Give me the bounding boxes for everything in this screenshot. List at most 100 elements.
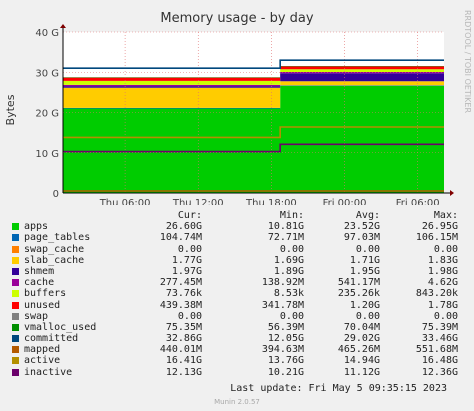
legend-avg-value: 97.03M (343, 232, 380, 244)
legend-row: unused 439.38M 341.78M 1.20G 1.78G (10, 300, 470, 311)
y-axis-arrow (60, 24, 66, 28)
legend-series-name: swap_cache (24, 243, 85, 255)
legend-row: swap_cache 0.00 0.00 0.00 0.00 (10, 244, 470, 255)
legend-series-name: swap (24, 310, 49, 322)
legend-cur-value: 0.00 (177, 243, 202, 255)
legend-row: vmalloc_used 75.35M 56.39M 70.04M 75.39M (10, 322, 470, 333)
last-update: Last update: Fri May 5 09:35:15 2023 (230, 383, 447, 394)
legend-cur-value: 32.86G (165, 333, 202, 345)
legend-swatch (12, 346, 19, 354)
legend-min-value: 1.89G (273, 265, 304, 277)
y-tick-label: 10 G (35, 149, 59, 160)
legend-cur-value: 1.97G (171, 265, 202, 277)
munin-version: Munin 2.0.57 (214, 398, 260, 406)
legend-avg-value: 0.00 (355, 243, 380, 255)
legend-avg-value: 1.71G (349, 254, 380, 266)
legend-swatch (12, 290, 19, 298)
legend-row: inactive 12.13G 10.21G 11.12G 12.36G (10, 367, 470, 378)
x-tick-label: Thu 06:00 (99, 198, 151, 205)
x-tick-label: Fri 00:00 (323, 198, 367, 205)
grid-lines (63, 31, 444, 193)
legend-row: buffers 73.76k 8.53k 235.26k 843.20k (10, 288, 470, 299)
legend-row: page_tables 104.74M 72.71M 97.03M 106.15M (10, 232, 470, 243)
legend-min-value: 72.71M (267, 232, 304, 244)
legend-swatch (12, 301, 19, 309)
x-tick-labels: Thu 06:00 Thu 12:00 Thu 18:00 Fri 00:00 Fri … (99, 198, 440, 205)
legend-max-value: 12.36G (421, 366, 458, 378)
y-tick-labels: 0 10 G 20 G 30 G 40 G (35, 28, 59, 200)
legend-swatch (12, 267, 19, 275)
legend-cur-value: 73.76k (165, 288, 202, 300)
legend-row: swap 0.00 0.00 0.00 0.00 (10, 311, 470, 322)
legend-avg-value: 29.02G (343, 333, 380, 345)
legend-min-value: 12.05G (267, 333, 304, 345)
legend-avg-value: 1.95G (349, 265, 380, 277)
legend-swatch (12, 323, 19, 331)
area-slab-cache (63, 81, 444, 108)
legend-max-value: 106.15M (415, 232, 458, 244)
legend-min-value: 0.00 (279, 310, 304, 322)
legend-cur-value: 75.35M (165, 321, 202, 333)
legend-swatch (12, 256, 19, 264)
legend-min-value: 8.53k (273, 288, 304, 300)
legend-max-value: 0.00 (433, 243, 458, 255)
legend-series-name: active (24, 355, 61, 367)
y-axis-label: Bytes (4, 94, 17, 125)
y-tick-label: 0 (53, 189, 59, 200)
legend-max-value: 843.20k (415, 288, 458, 300)
legend-max-value: 4.62G (427, 277, 458, 289)
legend-max-value: 16.48G (421, 355, 458, 367)
legend-cur-value: 26.60G (165, 221, 202, 233)
legend-avg-value: 14.94G (343, 355, 380, 367)
legend-avg-value: 235.26k (337, 288, 380, 300)
legend-max-value: 26.95G (421, 221, 458, 233)
x-axis-arrow (450, 190, 454, 196)
area-stack (63, 66, 444, 193)
legend-row: mapped 440.01M 394.63M 465.26M 551.68M (10, 344, 470, 355)
legend-swatch (12, 357, 19, 365)
y-tick-label: 30 G (35, 68, 59, 79)
legend-row: apps 26.60G 10.81G 23.52G 26.95G (10, 221, 470, 232)
legend-series-name: unused (24, 299, 61, 311)
legend-avg-value: 11.12G (343, 366, 380, 378)
legend-min-value: 0.00 (279, 243, 304, 255)
legend-series-name: shmem (24, 265, 55, 277)
legend-swatch (12, 312, 19, 320)
legend-col-max: Max: (433, 210, 458, 221)
area-buffers (63, 69, 444, 85)
legend-row: committed 32.86G 12.05G 29.02G 33.46G (10, 333, 470, 344)
legend-series-name: apps (24, 221, 49, 233)
legend-series-name: cache (24, 277, 55, 289)
legend-min-value: 10.81G (267, 221, 304, 233)
legend-row: shmem 1.97G 1.89G 1.95G 1.98G (10, 266, 470, 277)
legend-min-value: 394.63M (261, 344, 304, 356)
legend-max-value: 0.00 (433, 310, 458, 322)
legend-max-value: 1.83G (427, 254, 458, 266)
legend-swatch (12, 223, 19, 231)
legend-min-value: 56.39M (267, 321, 304, 333)
legend-swatch (12, 368, 19, 376)
legend-col-cur: Cur: (177, 210, 202, 221)
legend-max-value: 75.39M (421, 321, 458, 333)
y-tick-label: 40 G (35, 28, 59, 39)
legend-cur-value: 12.13G (165, 366, 202, 378)
legend-series-name: inactive (24, 366, 73, 378)
memory-chart: Memory usage - by day Bytes RRDTOOL / TO… (0, 0, 474, 205)
x-tick-label: Fri 06:00 (396, 198, 440, 205)
legend-row: slab_cache 1.77G 1.69G 1.71G 1.83G (10, 255, 470, 266)
legend-cur-value: 440.01M (159, 344, 202, 356)
legend-swatch (12, 335, 19, 343)
line-active (63, 126, 444, 139)
legend-row: cache 277.45M 138.92M 541.17M 4.62G (10, 277, 470, 288)
legend-header: Cur: Min: Avg: Max: (10, 210, 470, 221)
axes (60, 24, 454, 196)
legend-cur-value: 16.41G (165, 355, 202, 367)
legend-series-name: vmalloc_used (24, 321, 97, 333)
legend-min-value: 10.21G (267, 366, 304, 378)
legend-series-name: page_tables (24, 232, 91, 244)
legend-avg-value: 0.00 (355, 310, 380, 322)
area-shmem (63, 73, 444, 88)
legend-max-value: 551.68M (415, 344, 458, 356)
legend-cur-value: 0.00 (177, 310, 202, 322)
chart-title: Memory usage - by day (160, 11, 313, 26)
